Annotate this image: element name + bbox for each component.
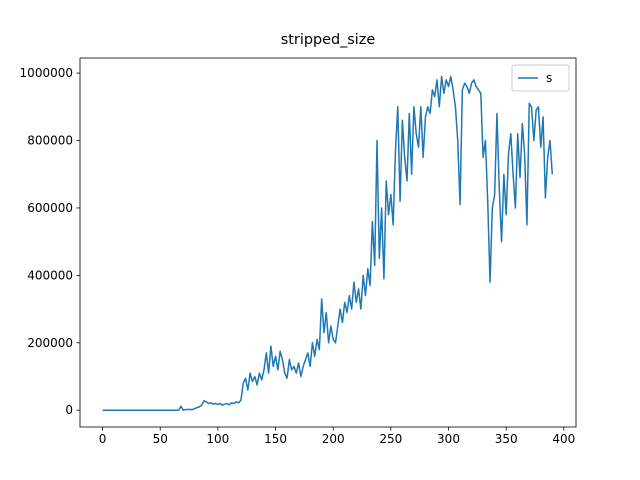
legend-label: s [546,71,552,85]
y-tick-label: 600000 [27,201,73,215]
x-tick-label: 150 [264,432,287,446]
y-tick-label: 200000 [27,336,73,350]
chart-title: stripped_size [281,32,376,48]
x-tick-label: 300 [437,432,460,446]
x-tick-label: 250 [379,432,402,446]
x-tick-label: 350 [495,432,518,446]
x-tick-label: 100 [206,432,229,446]
y-tick-label: 400000 [27,268,73,282]
y-tick-label: 1000000 [20,66,73,80]
x-tick-label: 0 [99,432,107,446]
axes-frame [79,57,577,428]
data-line [102,75,554,411]
legend-box [511,64,570,92]
y-tick-label: 0 [65,403,73,417]
y-tick-label: 800000 [27,134,73,148]
x-tick-label: 400 [552,432,575,446]
x-tick-label: 50 [153,432,168,446]
x-tick-label: 200 [322,432,345,446]
